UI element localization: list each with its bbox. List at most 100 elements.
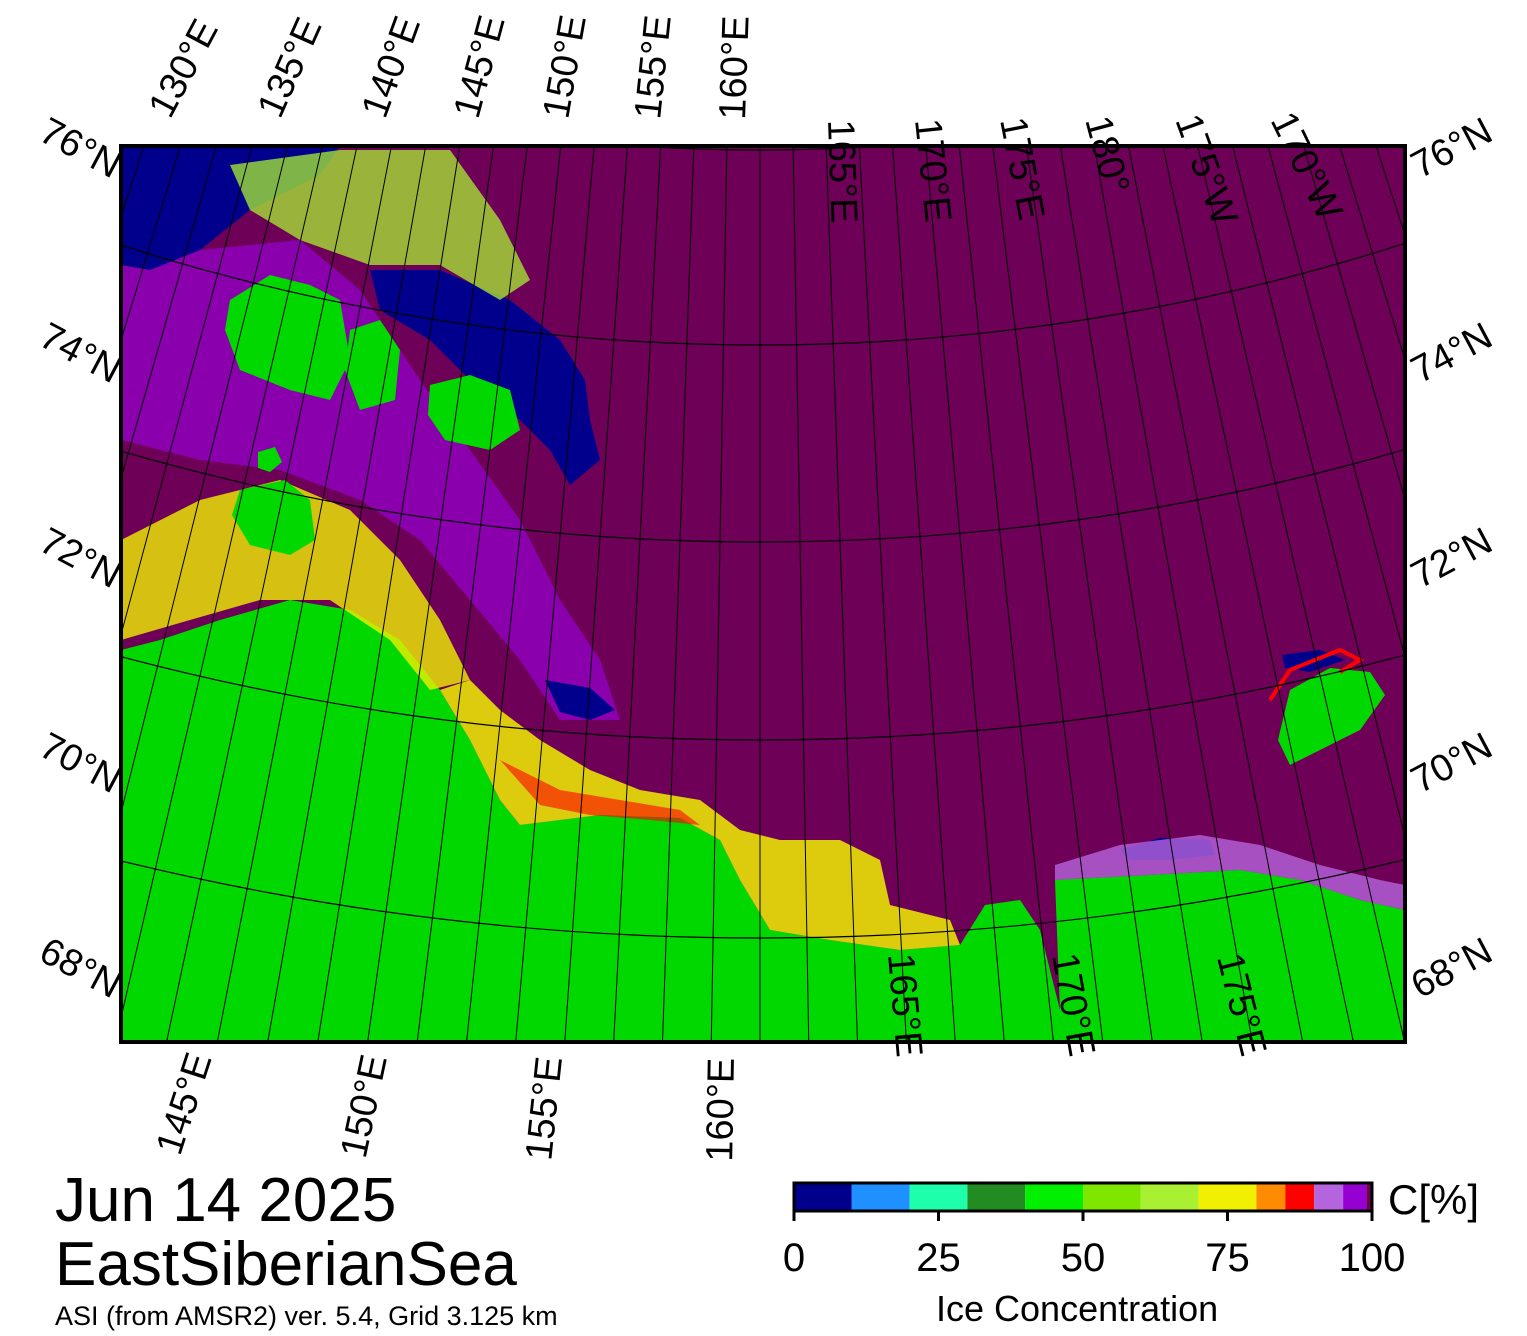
longitude-line — [515, 146, 595, 1042]
legend-color-bar — [792, 1181, 1374, 1221]
map-frame — [119, 144, 1407, 1044]
longitude-label-top: 135°E — [250, 12, 331, 124]
small-island — [258, 447, 282, 472]
wrangel-island — [1278, 668, 1385, 765]
latitude-label-left: 70°N — [33, 725, 128, 802]
longitude-line — [992, 146, 1104, 1042]
coastal-ice-band — [440, 680, 960, 950]
legend-tick-label: 75 — [1205, 1236, 1250, 1280]
longitude-line — [710, 146, 728, 1042]
legend-unit: C[%] — [1388, 1176, 1480, 1223]
longitude-line — [416, 146, 528, 1042]
legend-bin — [1025, 1183, 1083, 1211]
longitude-line — [121, 146, 181, 342]
longitude-line — [121, 146, 288, 815]
legend-bin — [909, 1183, 968, 1211]
longitude-line — [1375, 146, 1405, 237]
longitude-line — [166, 146, 358, 1042]
map-area — [0, 0, 1527, 1042]
longitude-line — [0, 0, 8, 991]
longitude-line — [121, 146, 323, 1021]
longitude-line — [564, 146, 628, 1042]
longitude-line — [1232, 146, 1405, 840]
legend-tick-label: 25 — [916, 1236, 961, 1280]
legend-bin — [1343, 1183, 1367, 1211]
longitude-line — [613, 146, 662, 1042]
low-ice-north-central — [370, 270, 600, 485]
legend-bin — [967, 1183, 1026, 1211]
legend-tick-label: 100 — [1338, 1236, 1406, 1280]
map-source: ASI (from AMSR2) ver. 5.4, Grid 3.125 km — [55, 1301, 558, 1331]
graticule — [0, 0, 1527, 1042]
latitude-label-left: 74°N — [33, 315, 128, 392]
eastern-coastal-ice — [1055, 835, 1405, 910]
longitude-label-top: 130°E — [141, 13, 227, 125]
legend-label: Ice Concentration — [936, 1288, 1219, 1329]
low-ice-patch-a — [545, 680, 615, 720]
longitude-line — [1059, 146, 1203, 1042]
legend-bin — [794, 1183, 852, 1211]
longitude-line — [1162, 146, 1354, 1042]
legend-bin — [1366, 1183, 1372, 1211]
latitude-label-right: 76°N — [1405, 110, 1500, 187]
northern-mixed-ice — [230, 150, 530, 300]
longitude-label-top: 155°E — [627, 13, 680, 121]
longitude-line — [216, 146, 392, 1042]
longitude-line — [121, 146, 217, 481]
mainland-land — [121, 600, 1405, 1042]
legend-bin — [1285, 1183, 1315, 1211]
legend-bin — [1198, 1183, 1257, 1211]
legend-bin — [851, 1183, 910, 1211]
legend-tick-label: 0 — [782, 1236, 806, 1280]
longitude-line — [892, 146, 956, 1042]
longitude-line — [1197, 146, 1405, 1042]
longitude-line — [1128, 146, 1304, 1042]
legend-bin — [1140, 1183, 1199, 1211]
longitude-line — [267, 146, 427, 1042]
longitude-label-bottom: 150°E — [333, 1051, 396, 1161]
longitude-label-bottom: 165°E — [879, 952, 930, 1059]
faddeyevsky-island — [345, 320, 400, 410]
latitude-label-left: 76°N — [33, 110, 128, 187]
longitude-line — [466, 146, 562, 1042]
legend-tick-label: 50 — [1060, 1236, 1106, 1280]
longitude-line — [1339, 146, 1405, 362]
latitude-label-right: 74°N — [1405, 315, 1500, 392]
longitude-line — [1093, 146, 1253, 1042]
coastal-ice-red — [500, 760, 700, 825]
longitude-label-top: 140°E — [354, 11, 429, 123]
longitude-label-bottom: 145°E — [148, 1048, 220, 1160]
latitude-label-left: 72°N — [33, 520, 128, 597]
western-ice-yellow — [121, 480, 470, 690]
bolshoy-lyakhovsky-island — [232, 480, 315, 555]
latitude-label-right: 70°N — [1405, 725, 1500, 802]
longitude-line — [1303, 146, 1405, 502]
longitude-line — [825, 146, 858, 1042]
longitude-line — [0, 0, 37, 1012]
longitude-label-top: 160°E — [712, 15, 758, 120]
kotelny-island — [225, 275, 350, 400]
legend-bin — [1083, 1183, 1141, 1211]
longitude-line — [1025, 146, 1153, 1042]
longitude-line — [121, 146, 145, 219]
longitude-line — [858, 146, 907, 1042]
longitude-line — [367, 146, 495, 1042]
longitude-line — [792, 146, 810, 1042]
longitude-label-bottom: 155°E — [518, 1055, 571, 1163]
longitude-label-bottom: 160°E — [699, 1057, 743, 1162]
latitude-label-left: 68°N — [33, 930, 128, 1007]
longitude-label-top: 145°E — [446, 11, 513, 122]
longitude-line — [121, 146, 253, 637]
wrangel-ice-rim — [1268, 647, 1365, 702]
longitude-line — [317, 146, 461, 1042]
longitude-line — [1512, 0, 1527, 991]
longitude-line — [925, 146, 1005, 1042]
map-date: Jun 14 2025 — [55, 1166, 397, 1235]
longitude-label-top: 150°E — [536, 12, 595, 122]
map-region: EastSiberianSea — [55, 1230, 517, 1299]
longitude-line — [1267, 146, 1405, 660]
latitude-label-right: 72°N — [1405, 520, 1500, 597]
longitude-line — [662, 146, 695, 1042]
latitude-label-right: 68°N — [1405, 930, 1500, 1007]
